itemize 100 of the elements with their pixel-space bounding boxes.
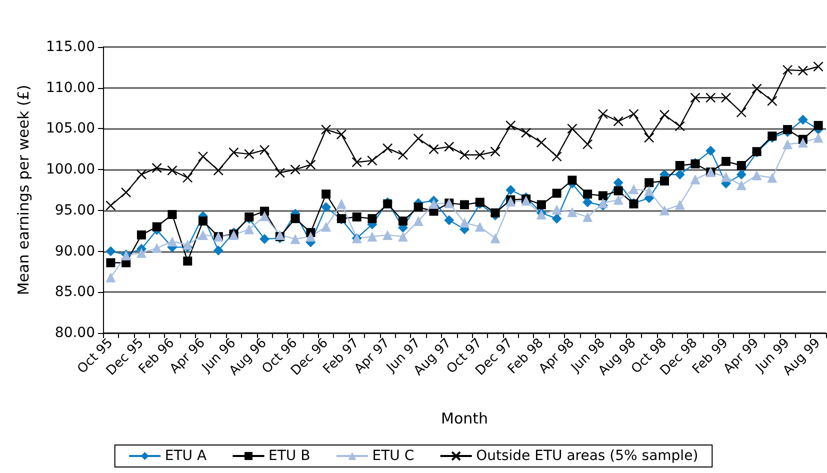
point [460, 218, 470, 228]
legend-label: ETU A [164, 448, 207, 464]
point [798, 138, 808, 148]
point [213, 165, 224, 176]
point [321, 202, 332, 212]
point [490, 233, 500, 244]
point [582, 212, 593, 222]
y-tick-label: 105.00 [46, 120, 95, 137]
point [598, 198, 608, 208]
point [320, 124, 332, 135]
point [582, 139, 593, 150]
point [228, 147, 239, 158]
legend-label: ETU B [268, 448, 310, 464]
point [752, 84, 762, 94]
point [690, 92, 700, 103]
point [644, 132, 654, 143]
point [567, 124, 578, 134]
point [490, 146, 500, 157]
point [290, 214, 300, 224]
point [798, 66, 808, 76]
y-tick-label: 85.00 [54, 284, 95, 300]
point [721, 172, 732, 182]
point [290, 234, 300, 244]
point [675, 160, 684, 170]
point [321, 222, 332, 232]
x-axis-title: Month [440, 410, 488, 428]
point [367, 232, 378, 242]
point [290, 164, 300, 175]
point [306, 160, 316, 170]
point [567, 207, 578, 218]
point [336, 129, 347, 140]
point [736, 160, 746, 170]
point [367, 155, 378, 166]
point [136, 230, 146, 240]
point [244, 212, 254, 222]
point [520, 128, 532, 138]
point [782, 64, 793, 75]
point [644, 178, 654, 188]
point [613, 116, 624, 126]
point [182, 172, 193, 183]
point [674, 121, 685, 132]
point [506, 185, 516, 195]
point [568, 176, 577, 185]
point [398, 232, 408, 242]
point [368, 214, 377, 224]
point [413, 133, 424, 144]
point [352, 157, 362, 168]
point [660, 176, 669, 186]
point [614, 186, 623, 196]
point [152, 162, 162, 174]
point [659, 110, 670, 120]
point [398, 216, 408, 226]
point [182, 240, 193, 250]
point [306, 232, 316, 242]
point [598, 191, 608, 200]
point [382, 143, 393, 154]
point [428, 144, 439, 154]
point [152, 243, 162, 254]
point [536, 200, 546, 210]
point [198, 216, 208, 226]
point [382, 230, 393, 240]
y-tick-label: 90.00 [54, 243, 95, 260]
point [398, 150, 408, 160]
point [674, 169, 685, 180]
point [736, 107, 746, 118]
point [690, 174, 700, 184]
point [583, 190, 592, 199]
y-tick-label: 100.00 [46, 162, 95, 178]
y-tick-label: 95.00 [54, 202, 95, 218]
point [582, 197, 593, 208]
point [259, 144, 270, 156]
point [659, 205, 670, 216]
point [322, 190, 331, 199]
point [674, 200, 685, 210]
point [260, 234, 270, 244]
point [274, 230, 285, 240]
point [706, 146, 716, 156]
point [106, 258, 116, 268]
point [613, 194, 624, 205]
point [506, 120, 516, 131]
point [414, 202, 423, 212]
point [106, 246, 116, 256]
point [183, 256, 192, 266]
point [460, 200, 469, 210]
point [552, 214, 562, 224]
point [106, 200, 116, 211]
point [336, 198, 346, 209]
point [198, 230, 208, 240]
point [814, 120, 823, 130]
point [474, 150, 485, 160]
point [767, 96, 778, 106]
point [167, 236, 178, 246]
point [552, 204, 562, 215]
point [120, 187, 132, 198]
y-tick-label: 110.00 [46, 80, 95, 96]
point [444, 142, 454, 152]
point [167, 165, 178, 176]
point [168, 210, 177, 220]
point [598, 108, 608, 120]
point [813, 132, 824, 143]
